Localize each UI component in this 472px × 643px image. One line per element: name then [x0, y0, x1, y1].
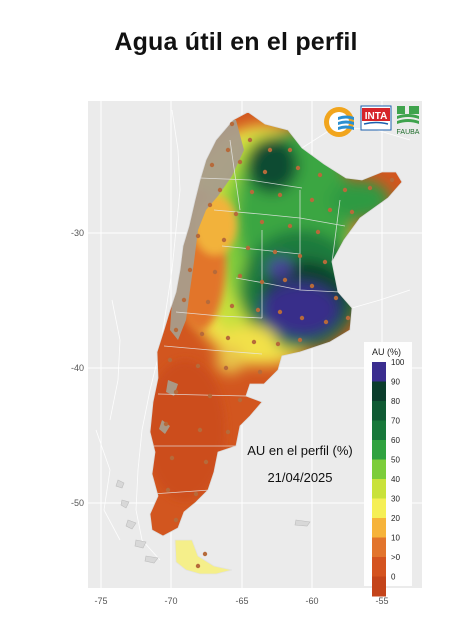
station-points [163, 121, 395, 569]
legend-swatch [372, 537, 386, 558]
legend-label: 40 [391, 475, 400, 484]
lon-tick-label: -55 [375, 596, 388, 606]
lat-tick-label: -40 [71, 363, 84, 373]
lon-tick-label: -70 [164, 596, 177, 606]
legend-swatch [372, 459, 386, 480]
legend-swatch [372, 557, 386, 577]
legend-swatch [372, 479, 386, 499]
legend-label: 50 [391, 456, 400, 465]
province-borders [151, 139, 346, 495]
legend: AU (%) 100 90 80 70 60 50 40 30 20 10 >0 0 [364, 342, 412, 597]
legend-labels: 100 90 80 70 60 50 40 30 20 10 >0 0 [391, 358, 405, 582]
map-annotation-title: AU en el perfil (%) [247, 443, 352, 458]
fauba-logo: FAUBA [397, 106, 420, 136]
legend-label: 100 [391, 358, 405, 367]
lon-tick-label: -75 [94, 596, 107, 606]
logos: INTA FAUBA [324, 105, 420, 137]
legend-label: 80 [391, 397, 400, 406]
lat-tick-label: -50 [71, 498, 84, 508]
lat-axis: -30 -40 -50 [71, 228, 84, 508]
legend-swatch [372, 440, 386, 460]
map-annotation-date: 21/04/2025 [267, 470, 332, 485]
smn-logo [324, 107, 354, 137]
legend-label: 20 [391, 514, 400, 523]
inta-logo: INTA [360, 105, 392, 131]
legend-label: 30 [391, 495, 400, 504]
legend-label: 90 [391, 378, 400, 387]
legend-label: >0 [391, 553, 401, 562]
argentina-outline [149, 111, 403, 537]
legend-swatch [372, 362, 386, 382]
legend-title: AU (%) [372, 347, 401, 357]
legend-colorbar [372, 362, 386, 597]
legend-swatch [372, 401, 386, 421]
legend-swatch [372, 498, 386, 519]
legend-swatch [372, 381, 386, 402]
legend-swatch [372, 518, 386, 538]
inta-logo-text: INTA [365, 111, 388, 122]
legend-label: 70 [391, 417, 400, 426]
lon-tick-label: -65 [235, 596, 248, 606]
legend-swatch [372, 576, 386, 597]
fauba-logo-text: FAUBA [397, 129, 420, 136]
legend-label: 60 [391, 436, 400, 445]
lon-tick-label: -60 [305, 596, 318, 606]
lat-tick-label: -30 [71, 228, 84, 238]
legend-label: 0 [391, 573, 396, 582]
chile-islands [115, 479, 311, 564]
legend-label: 10 [391, 534, 400, 543]
legend-swatch [372, 420, 386, 441]
page-title: Agua útil en el perfil [114, 28, 358, 56]
lon-axis: -75 -70 -65 -60 -55 [94, 596, 388, 606]
